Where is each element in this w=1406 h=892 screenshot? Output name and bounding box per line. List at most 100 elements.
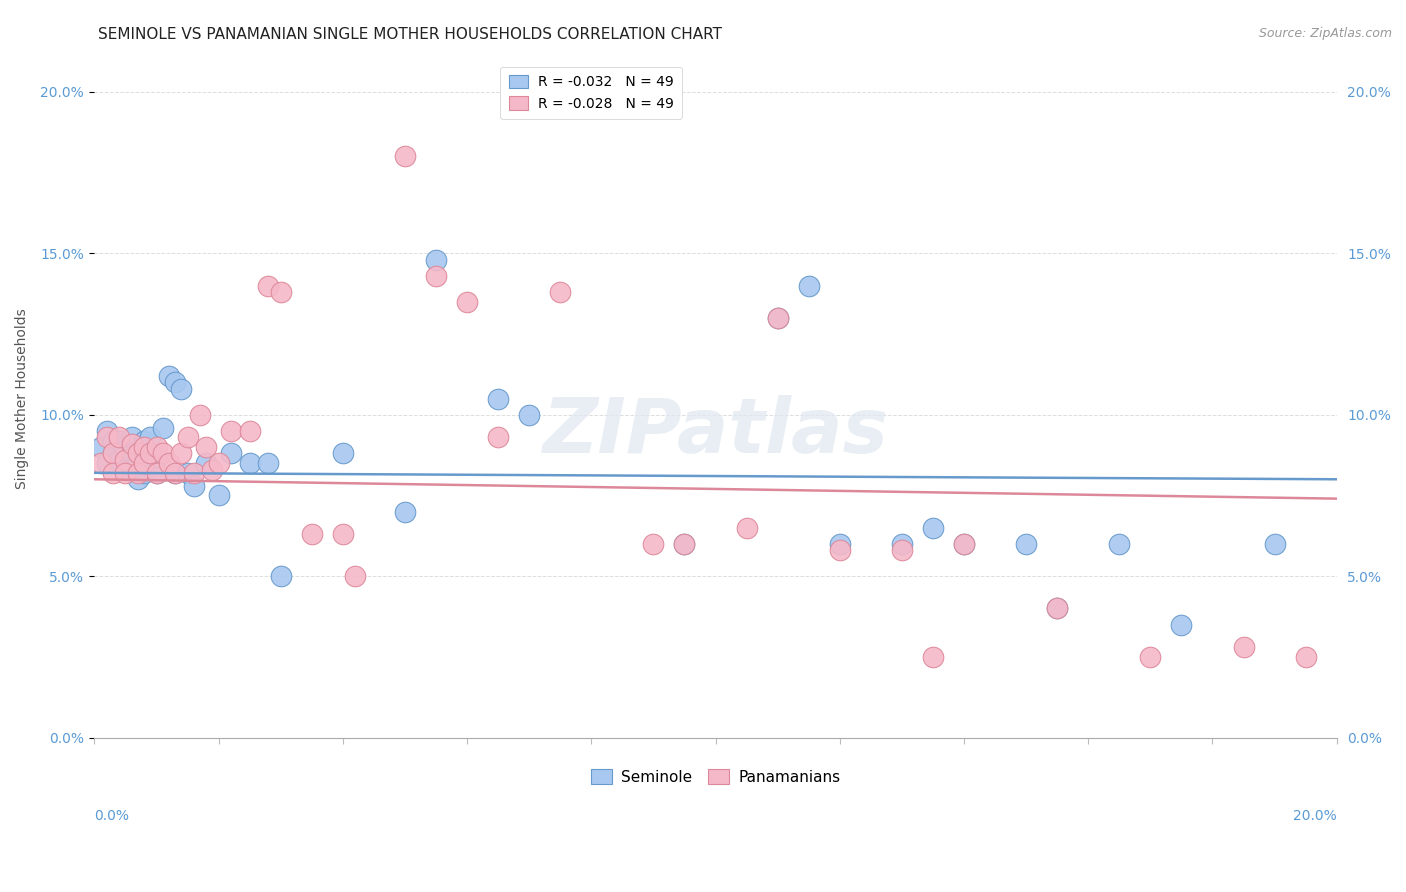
Point — [127, 453, 149, 467]
Point — [108, 430, 131, 444]
Point — [152, 420, 174, 434]
Point — [1170, 617, 1192, 632]
Point — [673, 537, 696, 551]
Text: ZIPatlas: ZIPatlas — [543, 395, 889, 469]
Point — [208, 488, 231, 502]
Point — [1139, 649, 1161, 664]
Point — [344, 569, 367, 583]
Point — [157, 456, 180, 470]
Point — [132, 440, 155, 454]
Point — [139, 453, 162, 467]
Point — [953, 537, 976, 551]
Point — [1264, 537, 1286, 551]
Point — [152, 446, 174, 460]
Point — [127, 446, 149, 460]
Point — [201, 462, 224, 476]
Point — [108, 434, 131, 448]
Point — [270, 569, 292, 583]
Point — [132, 434, 155, 448]
Point — [1108, 537, 1130, 551]
Point — [157, 368, 180, 383]
Point — [145, 450, 167, 464]
Point — [165, 376, 187, 390]
Point — [127, 472, 149, 486]
Point — [96, 430, 118, 444]
Point — [219, 424, 242, 438]
Point — [922, 521, 945, 535]
Point — [170, 446, 193, 460]
Point — [208, 456, 231, 470]
Point — [332, 446, 354, 460]
Point — [139, 446, 162, 460]
Point — [257, 456, 280, 470]
Point — [176, 466, 198, 480]
Point — [101, 446, 124, 460]
Point — [195, 440, 218, 454]
Point — [165, 466, 187, 480]
Text: 0.0%: 0.0% — [94, 808, 129, 822]
Point — [170, 382, 193, 396]
Point — [114, 466, 136, 480]
Point — [195, 456, 218, 470]
Point — [797, 278, 820, 293]
Point — [132, 456, 155, 470]
Point — [301, 527, 323, 541]
Point — [145, 440, 167, 454]
Point — [114, 453, 136, 467]
Point — [239, 456, 262, 470]
Point — [239, 424, 262, 438]
Point — [766, 310, 789, 325]
Point — [828, 537, 851, 551]
Point — [114, 443, 136, 458]
Point — [176, 430, 198, 444]
Point — [486, 430, 509, 444]
Point — [121, 436, 143, 450]
Point — [548, 285, 571, 299]
Point — [121, 430, 143, 444]
Point — [165, 466, 187, 480]
Point — [766, 310, 789, 325]
Point — [101, 466, 124, 480]
Point — [219, 446, 242, 460]
Point — [1046, 601, 1069, 615]
Point — [394, 149, 416, 163]
Point — [121, 446, 143, 460]
Point — [101, 434, 124, 448]
Text: Source: ZipAtlas.com: Source: ZipAtlas.com — [1258, 27, 1392, 40]
Point — [456, 294, 478, 309]
Legend: Seminole, Panamanians: Seminole, Panamanians — [585, 764, 846, 791]
Point — [1015, 537, 1038, 551]
Point — [127, 466, 149, 480]
Point — [394, 504, 416, 518]
Point — [953, 537, 976, 551]
Point — [643, 537, 665, 551]
Point — [425, 252, 447, 267]
Point — [145, 466, 167, 480]
Point — [673, 537, 696, 551]
Point — [1046, 601, 1069, 615]
Point — [139, 430, 162, 444]
Point — [425, 268, 447, 283]
Point — [257, 278, 280, 293]
Point — [517, 408, 540, 422]
Text: 20.0%: 20.0% — [1294, 808, 1337, 822]
Text: SEMINOLE VS PANAMANIAN SINGLE MOTHER HOUSEHOLDS CORRELATION CHART: SEMINOLE VS PANAMANIAN SINGLE MOTHER HOU… — [98, 27, 723, 42]
Point — [890, 537, 912, 551]
Point — [90, 456, 112, 470]
Point — [828, 543, 851, 558]
Point — [132, 466, 155, 480]
Point — [486, 392, 509, 406]
Point — [735, 521, 758, 535]
Point — [1295, 649, 1317, 664]
Point — [188, 408, 211, 422]
Point — [108, 453, 131, 467]
Point — [101, 446, 124, 460]
Point — [96, 456, 118, 470]
Point — [183, 466, 205, 480]
Point — [145, 466, 167, 480]
Point — [922, 649, 945, 664]
Point — [1232, 640, 1254, 654]
Point — [90, 440, 112, 454]
Point — [114, 462, 136, 476]
Point — [183, 479, 205, 493]
